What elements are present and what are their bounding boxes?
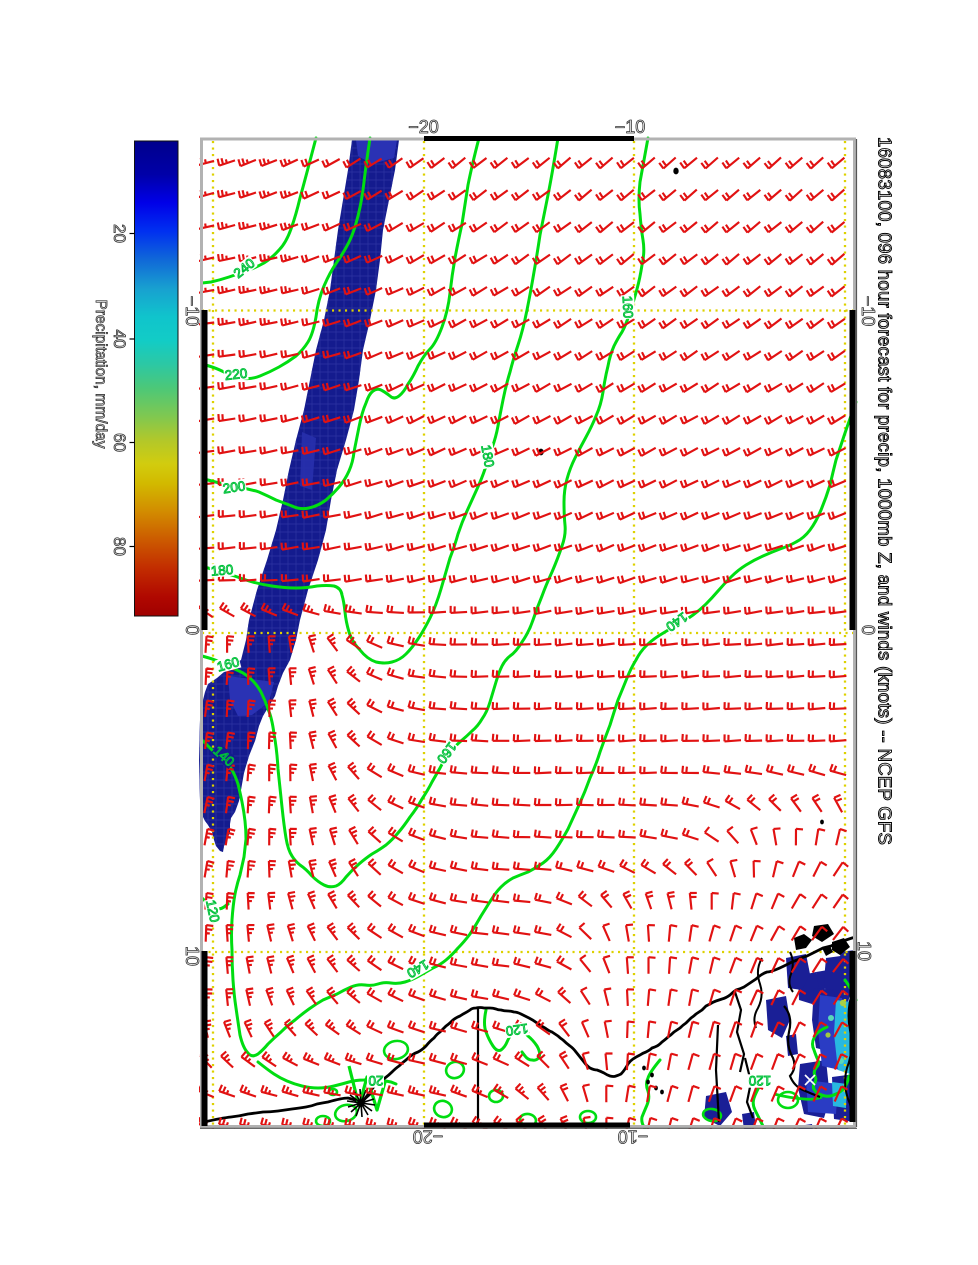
svg-text:220: 220 bbox=[224, 366, 248, 383]
svg-text:160: 160 bbox=[215, 654, 241, 674]
svg-text:120: 120 bbox=[505, 1021, 529, 1039]
svg-text:120: 120 bbox=[749, 1073, 772, 1088]
svg-text:200: 200 bbox=[222, 478, 246, 496]
svg-text:80: 80 bbox=[110, 537, 129, 556]
svg-text:−10: −10 bbox=[858, 296, 878, 327]
svg-text:−20: −20 bbox=[413, 1127, 444, 1147]
svg-text:0: 0 bbox=[182, 625, 202, 635]
svg-text:−10: −10 bbox=[182, 296, 202, 327]
svg-text:Precipitation, mm/day: Precipitation, mm/day bbox=[92, 299, 109, 448]
svg-text:0: 0 bbox=[858, 625, 878, 635]
svg-text:16083100, 096 hour forecast fo: 16083100, 096 hour forecast for precip, … bbox=[875, 137, 896, 845]
svg-text:20: 20 bbox=[110, 224, 129, 243]
svg-text:20: 20 bbox=[368, 1073, 383, 1088]
svg-text:10: 10 bbox=[182, 946, 202, 966]
svg-text:−10: −10 bbox=[618, 1127, 649, 1147]
svg-text:180: 180 bbox=[210, 562, 234, 579]
svg-text:−20: −20 bbox=[408, 117, 439, 137]
svg-text:160: 160 bbox=[620, 295, 636, 318]
svg-text:180: 180 bbox=[478, 444, 497, 469]
svg-text:60: 60 bbox=[110, 433, 129, 452]
svg-text:10: 10 bbox=[854, 941, 874, 961]
svg-text:120: 120 bbox=[203, 898, 222, 923]
svg-text:40: 40 bbox=[110, 330, 129, 349]
svg-text:−10: −10 bbox=[615, 117, 646, 137]
